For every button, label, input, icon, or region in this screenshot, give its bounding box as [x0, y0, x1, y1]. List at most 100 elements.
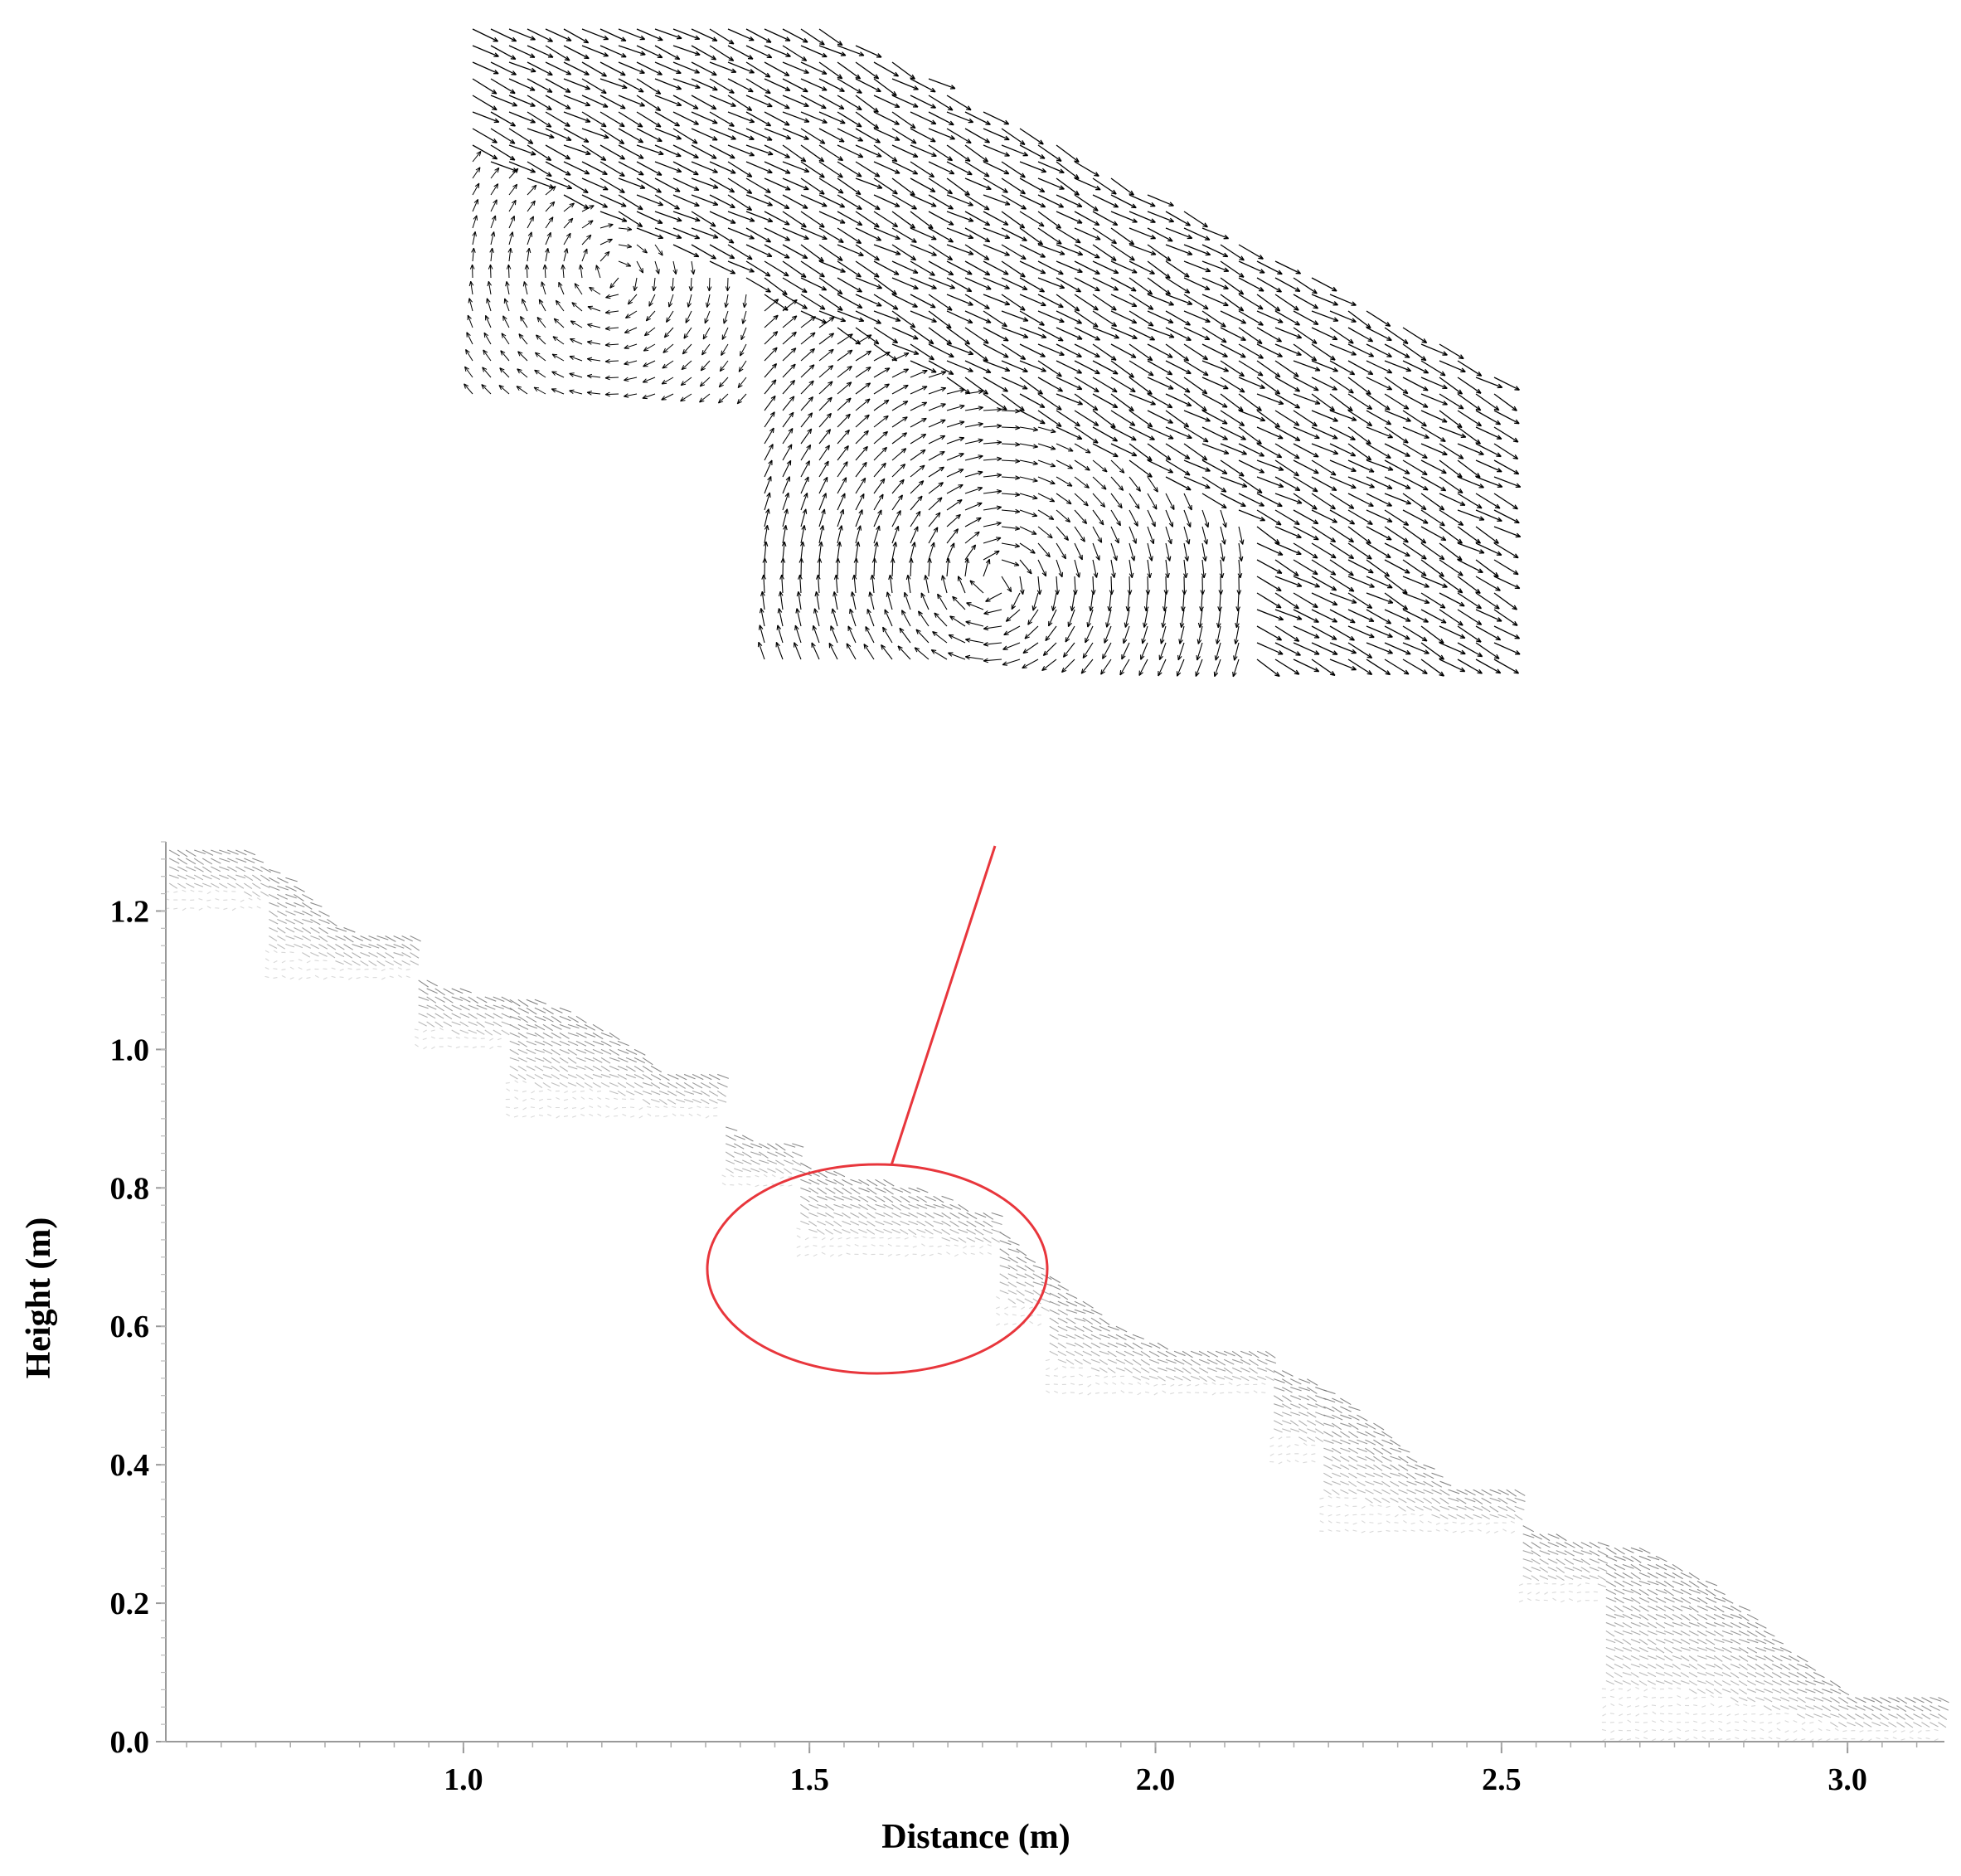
inset-vector-arrow	[1293, 327, 1318, 344]
inset-vector-arrow	[818, 194, 845, 208]
vector-arrow	[672, 1113, 677, 1116]
inset-vector-arrow	[666, 310, 674, 323]
inset-arrow-head	[1459, 601, 1465, 607]
inset-arrow-head	[1117, 503, 1123, 509]
vector-arrow	[813, 1245, 818, 1247]
vector-arrow	[269, 893, 279, 900]
inset-vector-arrow	[472, 128, 498, 143]
inset-arrow-head	[968, 217, 974, 222]
inset-vector-arrow	[1311, 377, 1337, 391]
inset-vector-arrow	[599, 224, 614, 229]
inset-vector-arrow	[1201, 559, 1205, 578]
inset-vector-arrow	[837, 227, 862, 245]
inset-arrow-head	[966, 105, 972, 111]
inset-vector-arrow	[691, 78, 718, 91]
vector-arrow	[1651, 1697, 1657, 1699]
inset-vector-arrow	[1366, 659, 1391, 675]
inset-arrow-head	[1202, 556, 1207, 561]
inset-arrow-head	[957, 576, 963, 581]
inset-vector-arrow	[800, 380, 814, 395]
inset-vector-arrow	[1042, 642, 1057, 656]
vector-arrow	[517, 1032, 528, 1039]
inset-arrow-head	[1439, 654, 1445, 660]
inset-vector-arrow	[1092, 194, 1119, 208]
inset-arrow-head	[846, 397, 852, 403]
inset-vector-arrow	[1056, 509, 1070, 522]
inset-vector-arrow	[1063, 642, 1075, 658]
vector-arrow	[1622, 1630, 1633, 1635]
vector-arrow	[1344, 1504, 1349, 1507]
inset-vector-arrow	[1439, 625, 1466, 639]
inset-vector-arrow	[1158, 642, 1167, 660]
vector-arrow	[1531, 1550, 1541, 1558]
inset-vector-arrow	[928, 450, 945, 461]
inset-vector-arrow	[472, 28, 498, 42]
vector-arrow	[1007, 1248, 1020, 1253]
vector-arrow	[1514, 1497, 1526, 1502]
vector-arrow	[763, 1184, 768, 1187]
inset-vector-arrow	[1274, 410, 1300, 426]
vector-arrow	[464, 1036, 468, 1039]
inset-vector-arrow	[1183, 244, 1211, 255]
vector-arrow	[584, 1023, 596, 1031]
inset-arrow-head	[949, 120, 954, 126]
inset-vector-arrow	[1074, 161, 1099, 177]
inset-vector-arrow	[1056, 277, 1081, 293]
inset-arrow-head	[534, 352, 541, 357]
vector-arrow	[933, 1195, 944, 1203]
inset-vector-arrow	[764, 363, 777, 378]
inset-arrow-head	[839, 87, 845, 92]
inset-vector-arrow	[636, 260, 643, 274]
inset-vector-arrow	[891, 526, 900, 544]
vector-arrow	[1032, 1281, 1044, 1286]
inset-vector-arrow	[914, 647, 930, 660]
inset-vector-arrow	[873, 61, 899, 77]
inset-arrow-head	[959, 453, 964, 458]
inset-arrow-head	[1478, 484, 1484, 488]
inset-arrow-head	[902, 416, 908, 422]
vector-arrow	[1032, 1298, 1041, 1305]
inset-vector-arrow	[964, 111, 991, 125]
vector-arrow	[567, 1048, 577, 1056]
inset-arrow-head	[1294, 372, 1299, 377]
inset-arrow-head	[1020, 355, 1027, 361]
inset-arrow-head	[780, 557, 786, 563]
inset-arrow-head	[927, 557, 932, 563]
vector-arrow	[1522, 1550, 1534, 1555]
inset-arrow-head	[931, 284, 937, 289]
vector-arrow	[1223, 1367, 1233, 1374]
inset-vector-arrow	[782, 78, 808, 93]
inset-vector-arrow	[587, 391, 601, 395]
inset-vector-arrow	[1165, 260, 1190, 278]
inset-arrow-head	[583, 138, 590, 143]
inset-vector-arrow	[654, 111, 680, 127]
inset-arrow-head	[1402, 588, 1408, 595]
inset-vector-arrow	[873, 327, 898, 344]
vector-arrow	[185, 882, 195, 888]
vector-arrow	[526, 1048, 536, 1055]
vector-arrow	[339, 976, 344, 979]
inset-arrow-head	[964, 654, 971, 660]
inset-arrow-head	[529, 53, 536, 58]
inset-vector-arrow	[946, 405, 965, 411]
vector-arrow	[1315, 1428, 1324, 1435]
inset-vector-arrow	[855, 525, 862, 544]
vector-arrow	[1257, 1375, 1266, 1381]
inset-arrow-head	[1221, 419, 1228, 425]
vector-arrow	[547, 1106, 552, 1108]
vector-arrow	[713, 1106, 718, 1109]
vector-arrow	[265, 966, 269, 970]
vector-arrow	[1049, 1317, 1059, 1324]
inset-vector-arrow	[1056, 343, 1082, 357]
vector-arrow	[314, 974, 319, 979]
vector-arrow	[1365, 1489, 1374, 1494]
vector-arrow	[1082, 1309, 1095, 1315]
inset-arrow-head	[1313, 519, 1319, 525]
vector-arrow	[489, 1046, 494, 1050]
inset-vector-arrow	[745, 61, 771, 78]
inset-arrow-head	[1330, 504, 1336, 510]
inset-arrow-head	[625, 262, 632, 267]
inset-vector-arrow	[1439, 459, 1463, 479]
inset-arrow-head	[624, 377, 629, 382]
vector-arrow	[792, 1151, 803, 1157]
